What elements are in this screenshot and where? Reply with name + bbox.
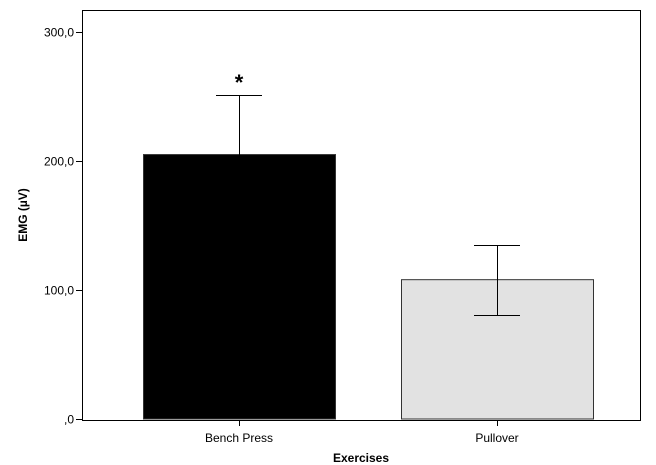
error-bar-pullover [474, 245, 520, 316]
y-tick-label: ,0 [64, 413, 74, 427]
error-bars-group [216, 95, 520, 316]
y-tick-label: 200,0 [44, 155, 74, 169]
annotations-group: * [235, 70, 244, 95]
y-axis-title: EMG (µV) [16, 188, 30, 242]
plot-area [82, 10, 641, 421]
x-tick-label: Bench Press [205, 431, 273, 445]
y-tick-label: 300,0 [44, 26, 74, 40]
x-axis-title: Exercises [333, 451, 389, 465]
y-axis: ,0 100,0 200,0 300,0 [44, 26, 82, 427]
x-axis: Bench Press Pullover [205, 420, 519, 445]
x-tick-label: Pullover [475, 431, 518, 445]
bars-group [143, 154, 594, 420]
y-tick-label: 100,0 [44, 284, 74, 298]
error-bar-bench-press [216, 95, 262, 224]
significance-asterisk: * [235, 70, 244, 95]
